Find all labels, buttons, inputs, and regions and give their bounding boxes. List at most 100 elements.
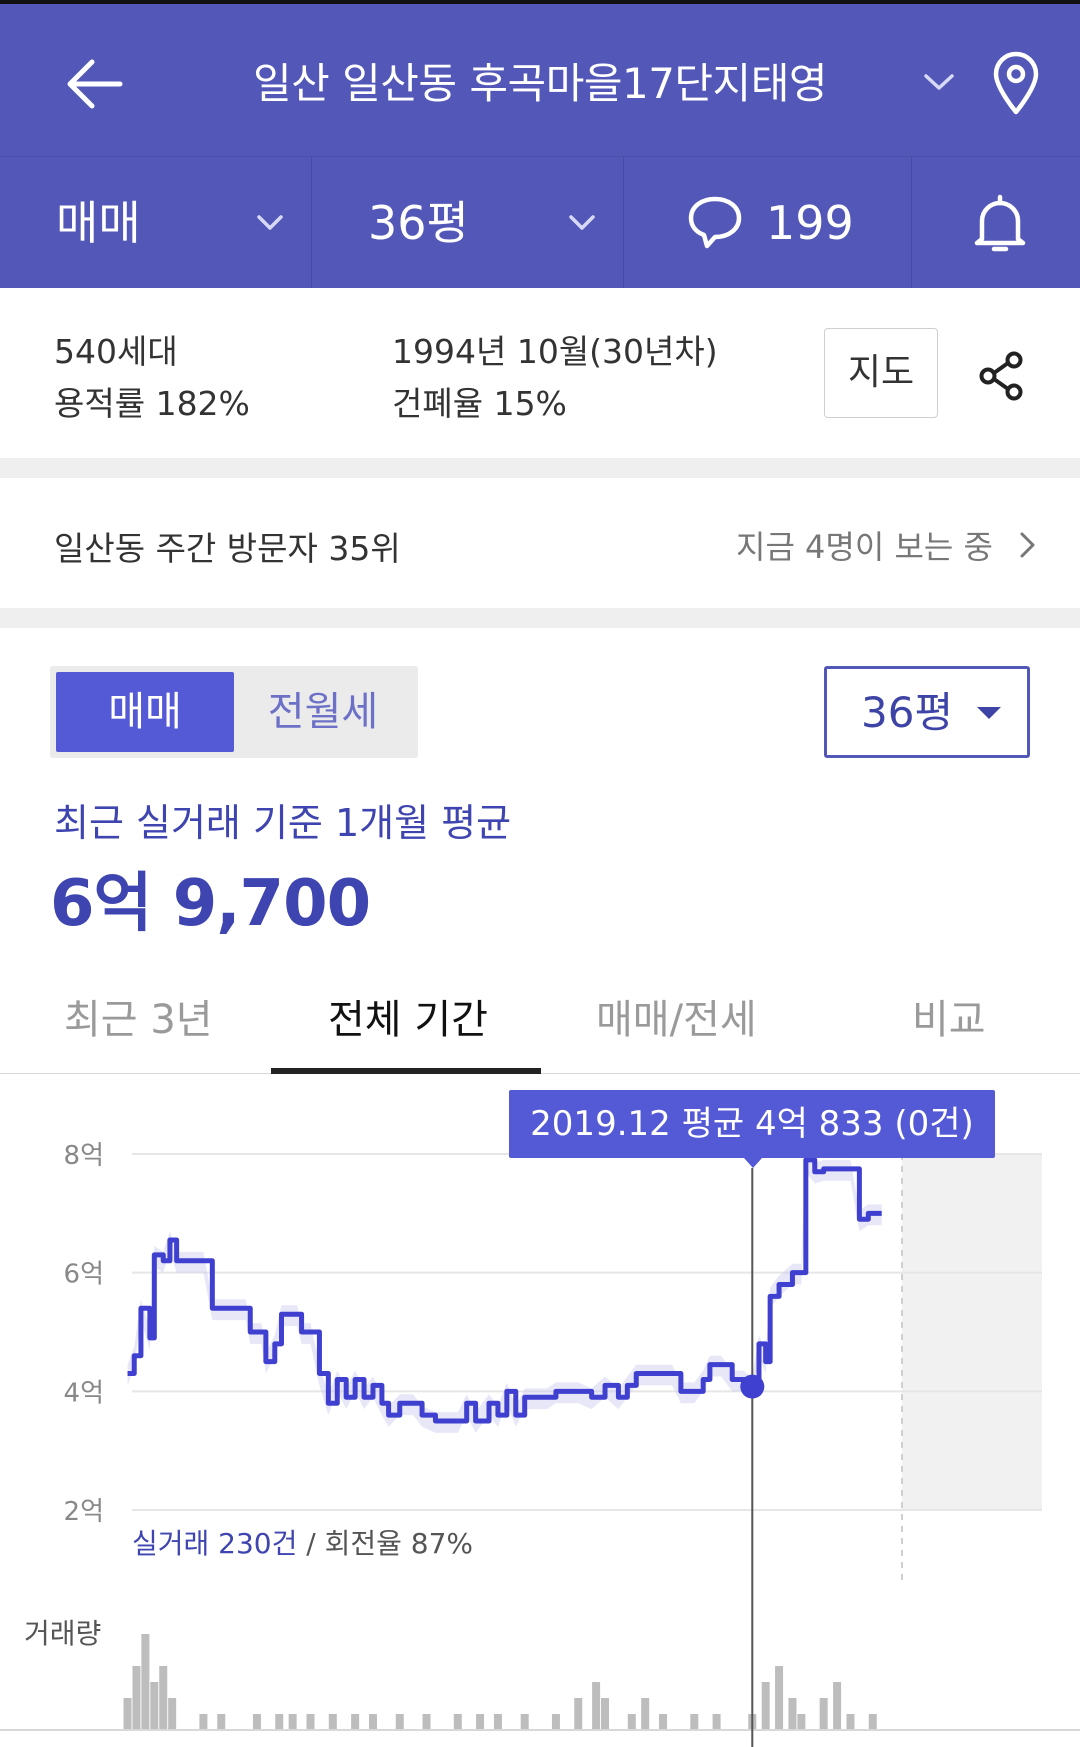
chevron-down-icon [257, 215, 283, 230]
active-tab-indicator [271, 1068, 541, 1074]
avg-caption: 최근 실거래 기준 1개월 평균 [54, 801, 512, 845]
volume-bar [712, 1714, 721, 1730]
trade-count: 실거래 230건 [132, 1527, 298, 1560]
x-tick-label: 2006 [99, 1745, 165, 1747]
volume-bar [788, 1698, 797, 1730]
toggle-sale[interactable]: 매매 [56, 672, 234, 752]
map-button[interactable]: 지도 [824, 328, 938, 418]
trade-type-dropdown[interactable]: 매매 [0, 157, 312, 289]
volume-bar [150, 1682, 159, 1730]
x-tick-label: 2014 [456, 1745, 522, 1747]
visitor-row[interactable]: 일산동 주간 방문자 35위 지금 4명이 보는 중 [0, 478, 1080, 608]
x-tick-label: 2010 [277, 1745, 343, 1747]
price-chart-canvas[interactable]: 8억 6억 4억 2억 2006 2008 2010 2012 2014 2016 2018 2020… [0, 1074, 1080, 1747]
built-date: 1994년 10월(30년차) [392, 332, 718, 371]
volume-bar [797, 1714, 806, 1730]
trade-stats: 실거래 230건 / 회전율 87% [132, 1522, 473, 1562]
tab-recent-3y[interactable]: 최근 3년 [64, 997, 213, 1043]
chart-tooltip: 2019.12 평균 4억 833 (0건) [509, 1090, 995, 1158]
trade-toggle: 매매 전월세 [50, 666, 418, 758]
volume-bar [833, 1682, 842, 1730]
trade-type-label: 매매 [56, 196, 141, 250]
toggle-rent[interactable]: 전월세 [267, 689, 379, 735]
volume-bar [217, 1714, 226, 1730]
volume-bar [275, 1714, 284, 1730]
volume-bar [476, 1714, 485, 1730]
volume-bar [123, 1698, 132, 1730]
visitor-rank: 일산동 주간 방문자 35위 [54, 529, 401, 568]
volume-bar [159, 1666, 168, 1730]
volume-bar [775, 1666, 784, 1730]
x-tick-label: 2020 [724, 1745, 790, 1747]
section-divider [0, 458, 1080, 478]
price-line [127, 1157, 882, 1424]
share-icon[interactable] [976, 350, 1026, 402]
size-label: 36평 [368, 196, 469, 250]
volume-bar [395, 1714, 404, 1730]
volume-bar [288, 1714, 297, 1730]
volume-bar [351, 1714, 360, 1730]
chevron-down-icon[interactable] [920, 66, 958, 96]
speech-bubble-icon [688, 196, 742, 249]
x-tick-label: 2018 [634, 1745, 700, 1747]
complex-summary: 540세대 용적률 182% 1994년 10월(30년차) 건폐율 15% 지… [0, 288, 1080, 458]
volume-bar [761, 1682, 770, 1730]
caret-down-icon [977, 707, 1001, 719]
bell-icon [974, 194, 1026, 252]
volume-label: 거래량 [24, 1617, 102, 1650]
tab-all-period[interactable]: 전체 기간 [328, 997, 488, 1043]
size-select-label: 36평 [861, 688, 954, 737]
volume-bar [641, 1698, 650, 1730]
tab-compare[interactable]: 비교 [912, 997, 986, 1043]
complex-title[interactable]: 일산 일산동 후곡마을17단지태영 [253, 59, 827, 108]
volume-bar [520, 1714, 529, 1730]
period-tabs: 최근 3년 전체 기간 매매/전세 비교 [0, 972, 1080, 1074]
volume-bar [252, 1714, 261, 1730]
comments-button[interactable]: 199 [624, 157, 912, 289]
size-select[interactable]: 36평 [824, 666, 1030, 758]
arrow-left-icon[interactable] [62, 54, 126, 114]
alert-button[interactable] [912, 157, 1080, 289]
map-pin-icon[interactable] [990, 50, 1042, 116]
volume-bar [819, 1698, 828, 1730]
chevron-down-icon [569, 215, 595, 230]
households: 540세대 [54, 332, 178, 371]
size-dropdown[interactable]: 36평 [312, 157, 624, 289]
tooltip-pointer [744, 1158, 762, 1168]
price-chart[interactable]: 8억 6억 4억 2억 2006 2008 2010 2012 2014 2016 2018 2020… [0, 1074, 1080, 1747]
volume-bar [868, 1714, 877, 1730]
avg-price: 6억 9,700 [50, 867, 371, 941]
volume-bar [659, 1714, 668, 1730]
volume-bar [574, 1698, 583, 1730]
volume-bar [846, 1714, 855, 1730]
volume-bar [328, 1714, 337, 1730]
x-tick-label: 2008 [188, 1745, 254, 1747]
highlight-point [740, 1374, 765, 1399]
building-coverage: 건폐율 15% [392, 384, 567, 423]
volume-bar [493, 1714, 502, 1730]
volume-bar [168, 1698, 177, 1730]
y-tick-label: 2억 [64, 1497, 104, 1527]
volume-bar [690, 1714, 699, 1730]
volume-bar [141, 1634, 150, 1730]
tab-sale-jeonse[interactable]: 매매/전세 [596, 997, 757, 1043]
comments-count: 199 [766, 196, 854, 250]
x-tick-label: 2012 [367, 1745, 433, 1747]
viewing-now-link[interactable]: 지금 4명이 보는 중 [736, 528, 993, 566]
volume-bar [592, 1682, 601, 1730]
top-app-bar: 일산 일산동 후곡마을17단지태영 [0, 0, 1080, 156]
y-tick-label: 6억 [64, 1260, 104, 1290]
price-range-band [127, 1151, 882, 1433]
filter-bar: 매매 36평 199 [0, 156, 1080, 289]
y-tick-label: 4억 [64, 1378, 104, 1408]
y-tick-label: 8억 [64, 1141, 104, 1171]
volume-bar [551, 1714, 560, 1730]
volume-bar [627, 1714, 636, 1730]
volume-bar [422, 1714, 431, 1730]
floor-area-ratio: 용적률 182% [54, 384, 250, 423]
volume-bar [453, 1714, 462, 1730]
volume-bar [368, 1714, 377, 1730]
x-tick-label: 2016 [545, 1745, 611, 1747]
section-divider [0, 608, 1080, 628]
chevron-right-icon[interactable] [1018, 530, 1038, 560]
